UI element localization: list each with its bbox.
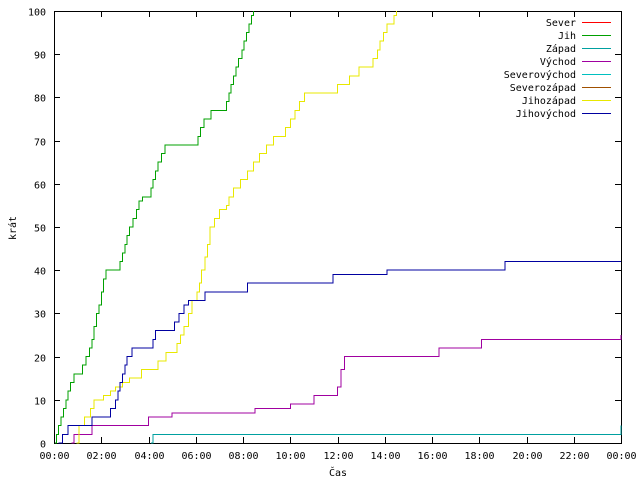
legend-label: Severozápad xyxy=(510,82,576,94)
axis-ticks: 0 10 20 30 40 50 60 70 80 90 100 00:00 02:00 04:00 06:… xyxy=(28,8,637,463)
x-tick-label: 18:00 xyxy=(464,451,494,462)
legend-label: Jihozápad xyxy=(522,95,576,107)
legend: Sever JihZápadVýchodSeverovýchodSeverozáp… xyxy=(504,18,611,120)
series-layer xyxy=(55,11,622,444)
series-line-východ xyxy=(71,335,622,444)
y-tick-label: 40 xyxy=(34,267,46,278)
x-tick-label: 20:00 xyxy=(512,451,542,462)
x-tick-label: 04:00 xyxy=(134,451,164,462)
y-tick-label: 50 xyxy=(34,224,46,235)
series-line-jihozápad xyxy=(76,11,398,444)
y-tick-label: 100 xyxy=(28,8,46,19)
y-tick-label: 10 xyxy=(34,397,46,408)
legend-label: Jihovýchod xyxy=(516,108,576,120)
x-axis-label: Čas xyxy=(329,466,347,479)
series-line-západ xyxy=(150,425,622,444)
y-axis-label: krát xyxy=(7,216,19,240)
legend-label: Jih xyxy=(558,31,576,42)
x-tick-label: 02:00 xyxy=(86,451,116,462)
series-line-jih xyxy=(55,11,255,444)
legend-label: Východ xyxy=(540,56,576,68)
y-tick-label: 60 xyxy=(34,181,46,192)
series-line-jihovýchod xyxy=(58,261,621,444)
x-tick-label: 06:00 xyxy=(181,451,211,462)
legend-label: Západ xyxy=(546,43,576,55)
x-tick-label: 00:00 xyxy=(39,451,69,462)
legend-label: Severovýchod xyxy=(504,69,576,81)
y-tick-label: 70 xyxy=(34,138,46,149)
x-tick-label: 08:00 xyxy=(228,451,258,462)
x-tick-label: 16:00 xyxy=(417,451,447,462)
x-tick-label: 22:00 xyxy=(559,451,589,462)
x-tick-label: 10:00 xyxy=(275,451,305,462)
x-tick-label: 12:00 xyxy=(323,451,353,462)
y-tick-label: 20 xyxy=(34,354,46,365)
y-tick-label: 0 xyxy=(40,440,46,451)
y-tick-label: 90 xyxy=(34,51,46,62)
y-tick-label: 30 xyxy=(34,310,46,321)
legend-label: Sever xyxy=(546,18,576,29)
x-tick-label: 00:00 xyxy=(606,451,636,462)
x-tick-label: 14:00 xyxy=(370,451,400,462)
y-tick-label: 80 xyxy=(34,94,46,105)
